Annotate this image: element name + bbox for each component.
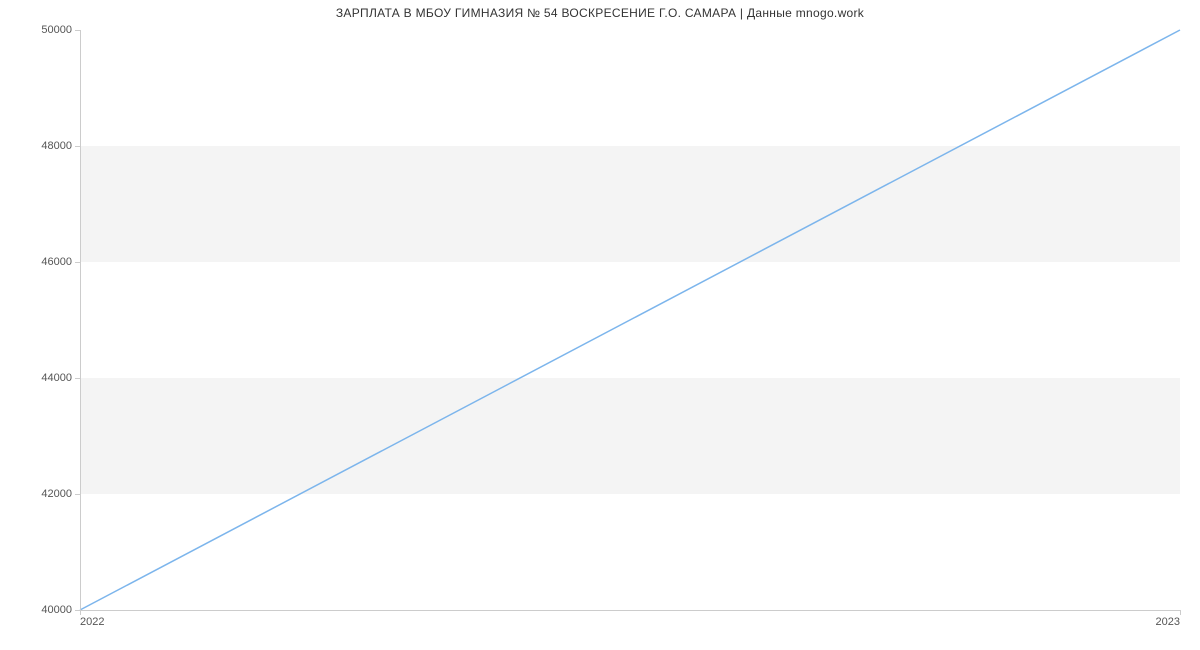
y-tick-label: 42000: [41, 488, 72, 500]
series-line-salary: [80, 30, 1180, 610]
x-tick-label: 2022: [80, 616, 104, 628]
y-tick-mark: [75, 30, 80, 31]
x-tick-mark: [1180, 610, 1181, 615]
y-tick-mark: [75, 378, 80, 379]
y-tick-label: 46000: [41, 256, 72, 268]
y-tick-label: 50000: [41, 24, 72, 36]
y-axis-line: [80, 30, 81, 610]
chart-title: ЗАРПЛАТА В МБОУ ГИМНАЗИЯ № 54 ВОСКРЕСЕНИ…: [0, 6, 1200, 20]
y-tick-mark: [75, 146, 80, 147]
y-tick-label: 40000: [41, 604, 72, 616]
plot-area: [80, 30, 1180, 610]
y-tick-label: 44000: [41, 372, 72, 384]
y-tick-mark: [75, 494, 80, 495]
x-tick-mark: [80, 610, 81, 615]
y-tick-mark: [75, 262, 80, 263]
y-tick-label: 48000: [41, 140, 72, 152]
salary-line-chart: ЗАРПЛАТА В МБОУ ГИМНАЗИЯ № 54 ВОСКРЕСЕНИ…: [0, 0, 1200, 650]
x-tick-label: 2023: [1156, 616, 1180, 628]
line-layer: [80, 30, 1180, 610]
x-axis-line: [80, 610, 1180, 611]
